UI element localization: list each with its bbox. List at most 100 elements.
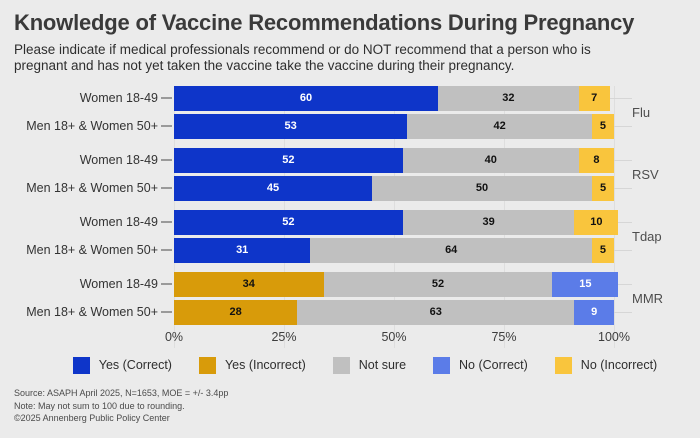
bar-row: Men 18+ & Women 50+ 31 64 5 bbox=[0, 237, 632, 263]
bar-segment: 40 bbox=[402, 147, 579, 173]
x-axis-tick-label: 0% bbox=[164, 329, 184, 344]
row-tick-dash bbox=[161, 97, 172, 100]
segment-value-label: 52 bbox=[282, 154, 295, 167]
rounding-note: Note: May not sum to 100 due to rounding… bbox=[14, 400, 185, 411]
legend-swatch bbox=[332, 356, 350, 374]
legend-swatch bbox=[72, 356, 90, 374]
segment-value-label: 64 bbox=[445, 244, 458, 257]
bar-row: Men 18+ & Women 50+ 53 42 5 bbox=[0, 113, 632, 139]
x-axis-tick-label: 25% bbox=[271, 329, 297, 344]
bar-segment: 31 bbox=[174, 237, 311, 263]
legend-label: No (Incorrect) bbox=[580, 358, 658, 373]
row-tick-dash bbox=[161, 283, 172, 286]
bar-segment: 28 bbox=[174, 299, 298, 325]
segment-value-label: 52 bbox=[282, 216, 295, 229]
bar-row: Women 18-49 60 32 7 bbox=[0, 85, 632, 111]
bar-segments: 60 32 7 bbox=[174, 85, 614, 111]
bar-segment: 32 bbox=[438, 85, 579, 111]
legend: Yes (Correct) Yes (Incorrect) Not sure No (… bbox=[0, 356, 700, 374]
bar-segments: 28 63 9 bbox=[174, 299, 614, 325]
bar-track: 31 64 5 bbox=[174, 237, 632, 263]
row-label: Men 18+ & Women 50+ bbox=[26, 243, 158, 258]
bar-segments: 53 42 5 bbox=[174, 113, 614, 139]
bar-row: Women 18-49 52 40 8 bbox=[0, 147, 632, 173]
group-rows: Women 18-49 52 39 10 Men 18+ & Women 50+ 31 64… bbox=[0, 209, 632, 263]
segment-value-label: 34 bbox=[242, 278, 255, 291]
bar-track: 45 50 5 bbox=[174, 175, 632, 201]
row-label: Women 18-49 bbox=[79, 91, 158, 106]
row-tick-dash bbox=[161, 249, 172, 252]
bar-segment: 63 bbox=[297, 299, 575, 325]
bar-track: 52 39 10 bbox=[174, 209, 632, 235]
bar-segment: 5 bbox=[591, 237, 614, 263]
group-rows: Women 18-49 52 40 8 Men 18+ & Women 50+ 45 50 5 bbox=[0, 147, 632, 201]
bar-track: 28 63 9 bbox=[174, 299, 632, 325]
stacked-bar-chart: Women 18-49 60 32 7 Men 18+ & Women 50+ 53 42 5… bbox=[0, 85, 700, 348]
bar-segments: 52 40 8 bbox=[174, 147, 614, 173]
row-tick-dash bbox=[161, 125, 172, 128]
bar-segment: 7 bbox=[578, 85, 610, 111]
copyright: ©2025 Annenberg Public Policy Center bbox=[14, 413, 170, 424]
bar-segments: 45 50 5 bbox=[174, 175, 614, 201]
source-note: Source: ASAPH April 2025, N=1653, MOE = … bbox=[14, 387, 229, 398]
row-tick bbox=[158, 221, 174, 224]
bar-row: Women 18-49 52 39 10 bbox=[0, 209, 632, 235]
chart-subtitle: Please indicate if medical professionals… bbox=[14, 42, 591, 74]
bar-segment: 52 bbox=[174, 147, 403, 173]
bar-segment: 52 bbox=[174, 209, 403, 235]
segment-value-label: 32 bbox=[502, 92, 515, 105]
bar-segment: 5 bbox=[592, 175, 614, 201]
legend-item: No (Incorrect) bbox=[554, 356, 658, 374]
segment-value-label: 5 bbox=[599, 120, 607, 133]
segment-value-label: 5 bbox=[599, 182, 607, 195]
segment-value-label: 40 bbox=[484, 154, 497, 167]
footer: Source: ASAPH April 2025, N=1653, MOE = … bbox=[14, 387, 700, 425]
bar-track: 34 52 15 bbox=[174, 271, 632, 297]
segment-value-label: 28 bbox=[229, 306, 242, 319]
x-axis-tick-label: 100% bbox=[598, 329, 630, 344]
page-title: Knowledge of Vaccine Recommendations Dur… bbox=[14, 10, 635, 35]
row-tick-dash bbox=[161, 221, 172, 224]
group-label: MMR bbox=[632, 290, 664, 306]
x-axis: 0% 25% 50% 75% 100% bbox=[165, 329, 630, 348]
row-tick bbox=[158, 283, 174, 286]
bar-segment: 9 bbox=[574, 299, 614, 325]
segment-value-label: 45 bbox=[266, 182, 280, 195]
legend-item: Not sure bbox=[332, 356, 406, 374]
x-axis-tick-label: 50% bbox=[381, 329, 407, 344]
infographic: Knowledge of Vaccine Recommendations Dur… bbox=[0, 10, 700, 425]
segment-value-label: 39 bbox=[482, 216, 495, 229]
row-tick bbox=[158, 311, 174, 314]
row-tick-dash bbox=[161, 187, 172, 190]
row-label: Women 18-49 bbox=[79, 153, 158, 168]
row-label: Men 18+ & Women 50+ bbox=[26, 305, 158, 320]
legend-label: Yes (Correct) bbox=[98, 358, 172, 373]
chart-group: Women 18-49 34 52 15 Men 18+ & Women 50+ 28 63… bbox=[0, 271, 700, 325]
bar-segment: 45 bbox=[174, 175, 372, 201]
bar-segment: 52 bbox=[323, 271, 553, 297]
row-label: Men 18+ & Women 50+ bbox=[26, 181, 158, 196]
bar-segment: 42 bbox=[407, 113, 592, 139]
bar-row: Men 18+ & Women 50+ 28 63 9 bbox=[0, 299, 632, 325]
bar-row: Women 18-49 34 52 15 bbox=[0, 271, 632, 297]
group-rows: Women 18-49 34 52 15 Men 18+ & Women 50+ 28 63… bbox=[0, 271, 632, 325]
segment-value-label: 63 bbox=[429, 306, 442, 319]
chart-group: Women 18-49 60 32 7 Men 18+ & Women 50+ 53 42 5… bbox=[0, 85, 700, 139]
row-label: Men 18+ & Women 50+ bbox=[26, 119, 158, 134]
x-axis-tick-label: 75% bbox=[491, 329, 517, 344]
legend-item: Yes (Correct) bbox=[72, 356, 172, 374]
bar-track: 53 42 5 bbox=[174, 113, 632, 139]
legend-item: Yes (Incorrect) bbox=[198, 356, 306, 374]
legend-swatch bbox=[198, 356, 216, 374]
legend-label: No (Correct) bbox=[459, 358, 528, 373]
group-rows: Women 18-49 60 32 7 Men 18+ & Women 50+ 53 42 5 bbox=[0, 85, 632, 139]
group-label: Tdap bbox=[632, 228, 662, 244]
row-tick bbox=[158, 97, 174, 100]
bar-segments: 31 64 5 bbox=[174, 237, 614, 263]
segment-value-label: 9 bbox=[591, 306, 598, 319]
segment-value-label: 53 bbox=[284, 120, 297, 133]
bar-segment: 8 bbox=[578, 147, 614, 173]
group-label: Flu bbox=[632, 104, 651, 120]
row-tick bbox=[158, 125, 174, 128]
bar-segment: 34 bbox=[174, 271, 324, 297]
